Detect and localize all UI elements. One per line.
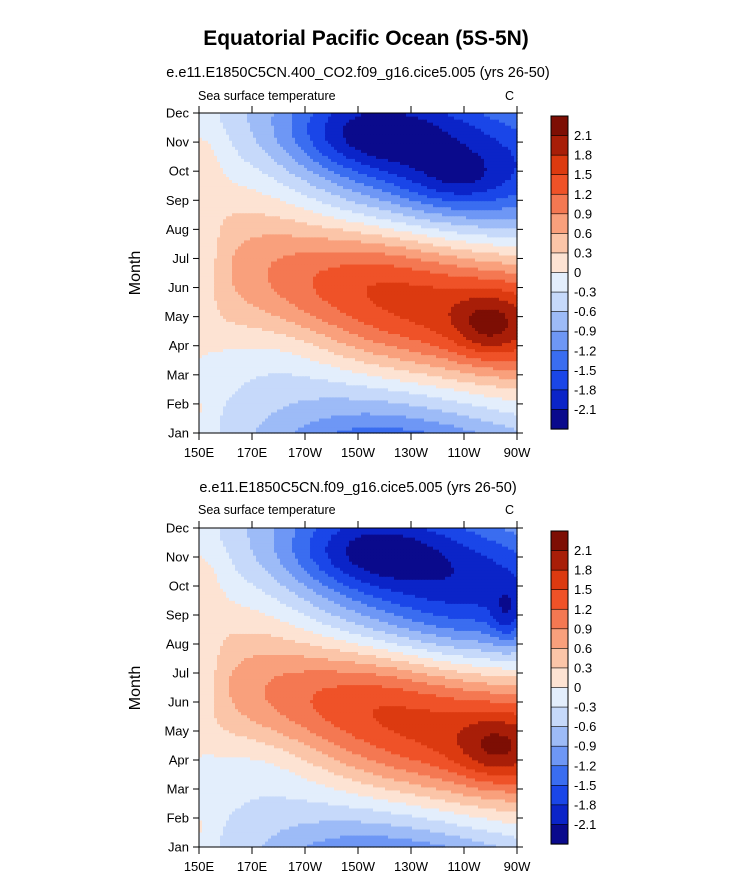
panel-1-subtitle: e.e11.E1850C5CN.400_CO2.f09_g16.cice5.00…: [166, 65, 549, 81]
figure: Equatorial Pacific Ocean (5S-5N) e.e11.E…: [0, 0, 733, 882]
panel-1-variable-label: Sea surface temperature: [198, 89, 336, 103]
panel-1-contour-plot: [199, 113, 518, 434]
figure-title: Equatorial Pacific Ocean (5S-5N): [203, 27, 529, 50]
panel-1-y-axis-title: Month: [127, 251, 144, 295]
panel-1-units-label: C: [505, 89, 514, 103]
panel-1: e.e11.E1850C5CN.400_CO2.f09_g16.cice5.00…: [127, 65, 596, 460]
